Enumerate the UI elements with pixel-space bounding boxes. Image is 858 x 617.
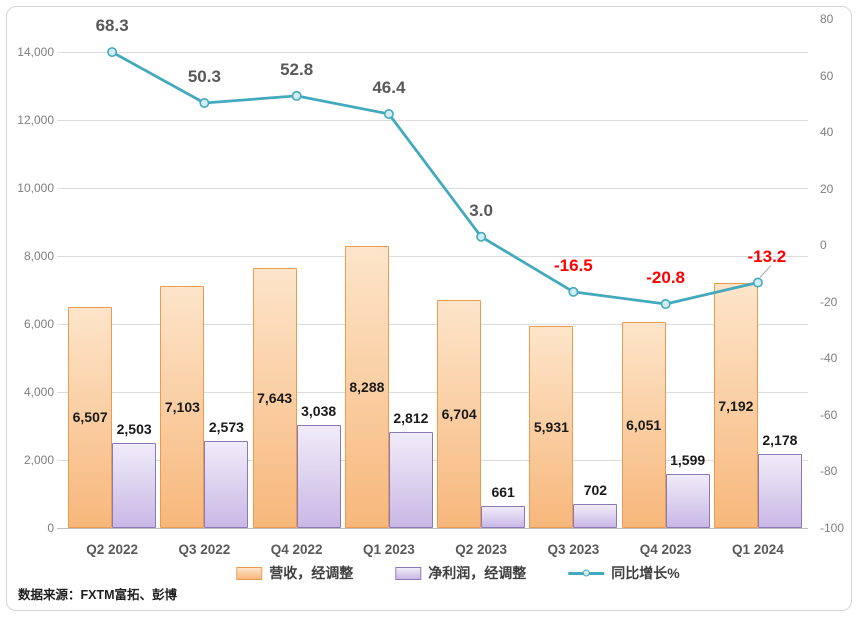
source-note: 数据来源：FXTM富拓、彭博: [18, 588, 178, 602]
legend: 营收，经调整 净利润，经调整 同比增长%: [236, 563, 680, 583]
net-profit-bar: [112, 442, 157, 528]
gridline: [57, 188, 808, 189]
net-profit-bar: [757, 453, 802, 528]
net-profit-bar: [296, 424, 341, 528]
category-label: Q1 2024: [731, 542, 784, 557]
yoy-marker-icon: [660, 299, 671, 310]
net-profit-bar-label: 2,503: [116, 420, 152, 437]
revenue-bar: [713, 283, 758, 528]
legend-label-net-profit: 净利润，经调整: [428, 565, 527, 581]
category-label: Q2 2022: [86, 542, 139, 557]
category-label: Q4 2022: [270, 542, 323, 557]
net-profit-bar: [573, 504, 618, 528]
yoy-marker-icon: [568, 286, 579, 297]
yoy-marker-icon: [291, 90, 302, 101]
yoy-point-label: 46.4: [372, 78, 406, 97]
yoy-marker-icon: [383, 109, 394, 120]
y-axis-tick-primary: 4,000: [23, 385, 54, 399]
net-profit-bar-label: 661: [491, 483, 515, 500]
y-axis-tick-primary: 6,000: [23, 317, 54, 331]
y-axis-tick-secondary: 60: [820, 68, 834, 83]
gridline: [57, 120, 808, 121]
net-profit-bar: [665, 473, 710, 528]
yoy-point-label: 52.8: [280, 59, 314, 79]
y-axis-tick-secondary: -60: [820, 407, 838, 422]
y-axis-tick-primary: 2,000: [23, 453, 54, 467]
legend-item-revenue: 营收，经调整: [236, 563, 353, 583]
revenue-bar-label: 5,931: [533, 419, 569, 436]
net-profit-bar-label: 2,812: [393, 410, 429, 427]
gridline: [57, 324, 808, 325]
y-axis-tick-secondary: -40: [820, 351, 838, 366]
yoy-point-label: -16.5: [554, 255, 593, 275]
net-profit-bar-label: 702: [583, 482, 608, 499]
yoy-point-label: 3.0: [469, 200, 493, 220]
y-axis-tick-secondary: 20: [820, 181, 834, 196]
y-axis-tick-primary: 8,000: [23, 249, 54, 263]
net-profit-bar-label: 1,599: [670, 451, 706, 468]
category-label: Q3 2023: [547, 542, 600, 557]
legend-item-net-profit: 净利润，经调整: [395, 563, 526, 583]
y-axis-tick-secondary: -80: [820, 464, 838, 479]
revenue-bar: [252, 268, 297, 528]
legend-label-revenue: 营收，经调整: [269, 565, 354, 581]
yoy-point-label: -13.2: [747, 246, 787, 266]
net-profit-bar-label: 3,038: [301, 402, 337, 419]
yoy-point-label: 68.3: [95, 16, 129, 36]
yoy-point-label: 50.3: [187, 66, 221, 86]
gridline: [57, 52, 808, 53]
legend-swatch-yoy-line-icon: [568, 569, 605, 577]
category-label: Q3 2022: [178, 542, 231, 557]
category-label: Q1 2023: [362, 542, 415, 557]
revenue-bar-label: 6,704: [441, 406, 477, 423]
revenue-bar-label: 6,051: [626, 417, 662, 434]
revenue-bar-label: 7,103: [164, 399, 200, 416]
net-profit-bar: [388, 432, 433, 528]
net-profit-bar: [204, 440, 249, 528]
y-axis-tick-secondary: 80: [820, 12, 834, 26]
gridline: [57, 392, 808, 393]
legend-swatch-net-profit-icon: [395, 566, 422, 580]
x-axis-line: [57, 528, 808, 529]
y-axis-tick-secondary: -100: [820, 521, 845, 535]
gridline: [57, 256, 808, 257]
legend-label-yoy-growth: 同比增长%: [611, 565, 680, 581]
revenue-bar: [68, 306, 113, 528]
category-label: Q2 2023: [455, 542, 508, 557]
legend-swatch-revenue-icon: [236, 566, 263, 580]
legend-item-yoy-growth: 同比增长%: [568, 563, 680, 583]
legend-marker-dot-icon: [582, 569, 590, 577]
y-axis-tick-secondary: 40: [820, 125, 834, 140]
revenue-bar: [160, 286, 205, 528]
y-axis-tick-primary: 12,000: [17, 113, 54, 127]
revenue-bar: [529, 326, 574, 528]
label-leader-line: [759, 265, 772, 278]
revenue-bar-label: 7,643: [257, 390, 293, 407]
net-profit-bar-label: 2,178: [762, 431, 798, 448]
y-axis-tick-secondary: -20: [820, 294, 838, 309]
yoy-marker-icon: [199, 97, 210, 108]
category-label: Q4 2023: [639, 542, 692, 557]
y-axis-tick-primary: 14,000: [17, 45, 54, 59]
yoy-growth-line: [111, 50, 759, 306]
revenue-bar-label: 6,507: [72, 409, 108, 426]
revenue-bar-label: 7,192: [718, 397, 754, 414]
yoy-point-label: -20.8: [646, 268, 685, 288]
net-profit-bar: [481, 505, 526, 528]
y-axis-tick-primary: 10,000: [17, 181, 54, 195]
y-axis-tick-secondary: 0: [820, 238, 827, 253]
revenue-bar-label: 8,288: [349, 379, 385, 396]
revenue-bar: [621, 322, 666, 528]
y-axis-tick-primary: 0: [47, 521, 54, 535]
net-profit-bar-label: 2,573: [208, 418, 244, 435]
yoy-marker-icon: [476, 231, 487, 242]
